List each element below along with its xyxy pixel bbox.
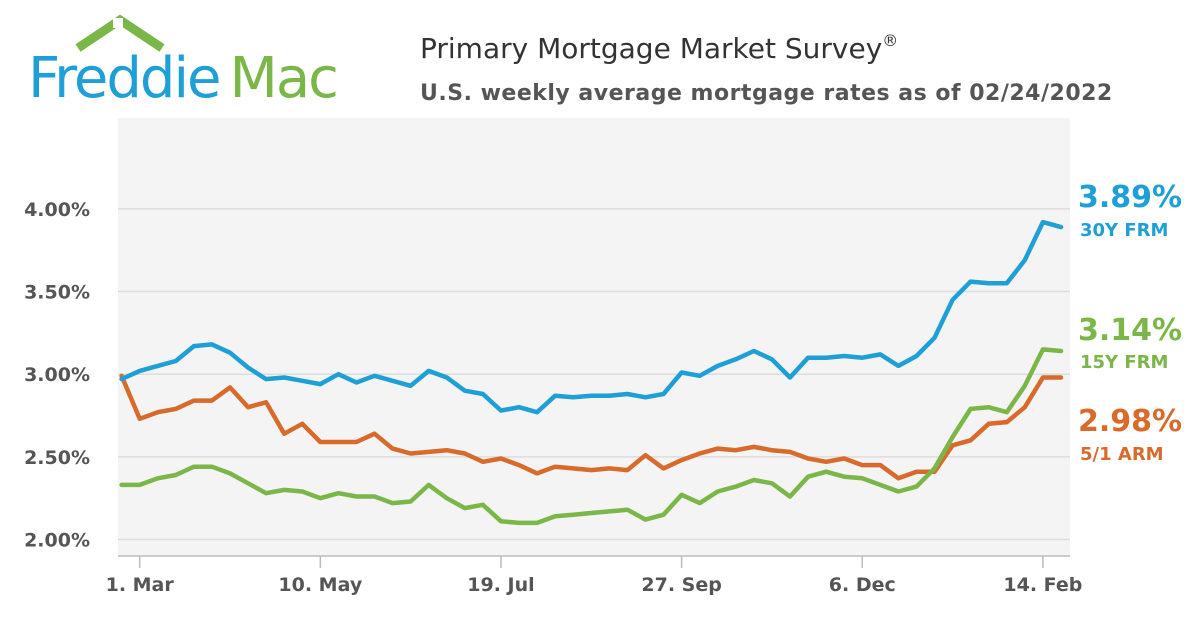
series-name-arm: 5/1 ARM — [1080, 444, 1164, 465]
series-name-30y: 30Y FRM — [1080, 220, 1168, 241]
plot-area — [118, 118, 1070, 556]
y-tick-label: 2.00% — [24, 529, 90, 551]
y-tick-label: 3.50% — [24, 282, 90, 304]
x-tick-label: 27. Sep — [641, 574, 721, 596]
logo-text-freddie: Freddie — [28, 46, 220, 111]
series-line-15y-frm — [119, 347, 1064, 526]
x-tick-label: 6. Dec — [829, 574, 896, 596]
chart-title-line: Primary Mortgage Market Survey® — [420, 31, 898, 65]
logo-text-mac: Mac — [230, 46, 337, 111]
chart-subtitle: U.S. weekly average mortgage rates as of… — [420, 81, 1113, 106]
freddie-mac-logo: Freddie Mac — [28, 14, 339, 111]
x-tick-label: 1. Mar — [106, 574, 175, 596]
series-line-5-1-arm — [119, 373, 1064, 481]
x-tick-label: 14. Feb — [1003, 574, 1082, 596]
chart-title: Primary Mortgage Market Survey — [420, 32, 882, 65]
x-tick-label: 19. Jul — [467, 574, 534, 596]
gridlines — [118, 208, 1070, 541]
y-tick-label: 3.00% — [24, 364, 90, 386]
chart-title-mark: ® — [882, 31, 898, 50]
logo-chimney-icon — [113, 18, 123, 28]
x-tick-label: 10. May — [278, 574, 362, 596]
latest-value-arm: 2.98% — [1078, 404, 1182, 439]
series-name-15y: 15Y FRM — [1080, 352, 1168, 373]
latest-value-30y: 3.89% — [1078, 180, 1182, 215]
y-axis-ticks: 2.00% 2.50% 3.00% 3.50% 4.00% — [24, 199, 90, 552]
y-tick-label: 2.50% — [24, 447, 90, 469]
series-lines — [119, 219, 1064, 526]
legend-labels: 3.89% 30Y FRM 3.14% 15Y FRM 2.98% 5/1 AR… — [1078, 180, 1182, 465]
y-tick-label: 4.00% — [24, 199, 90, 221]
latest-value-15y: 3.14% — [1078, 313, 1182, 348]
series-line-30y-frm — [119, 219, 1064, 415]
x-axis: 1. Mar 10. May 19. Jul 27. Sep 6. Dec 14. Feb — [106, 555, 1082, 596]
